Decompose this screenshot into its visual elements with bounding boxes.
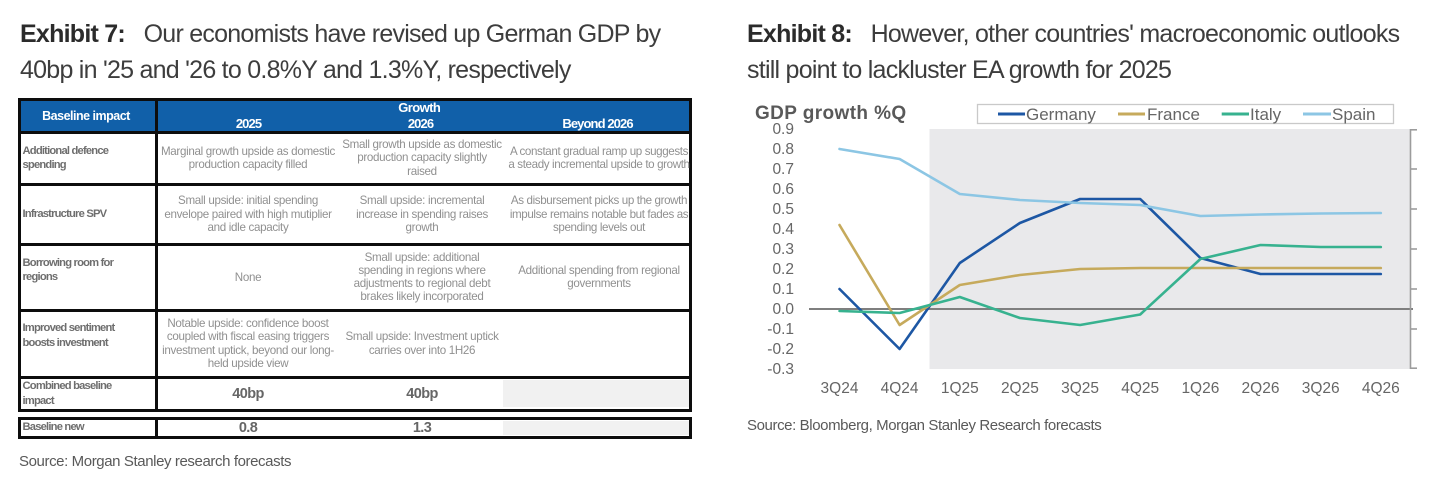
svg-text:Germany: Germany — [1026, 105, 1096, 124]
svg-text:3Q25: 3Q25 — [1061, 380, 1099, 397]
svg-text:0.9: 0.9 — [772, 121, 794, 138]
svg-text:0.2: 0.2 — [772, 261, 794, 278]
svg-text:2Q26: 2Q26 — [1242, 380, 1280, 397]
svg-text:0.8: 0.8 — [772, 141, 794, 158]
svg-text:0.5: 0.5 — [772, 201, 794, 218]
svg-text:4Q25: 4Q25 — [1121, 380, 1159, 397]
svg-text:0.6: 0.6 — [772, 181, 794, 198]
svg-text:-0.1: -0.1 — [767, 321, 794, 338]
svg-text:Spain: Spain — [1332, 105, 1375, 124]
svg-text:0.0: 0.0 — [772, 301, 794, 318]
svg-text:4Q26: 4Q26 — [1362, 380, 1400, 397]
svg-text:0.3: 0.3 — [772, 241, 794, 258]
svg-text:4Q24: 4Q24 — [881, 380, 919, 397]
svg-text:France: France — [1147, 105, 1200, 124]
svg-text:2Q25: 2Q25 — [1001, 380, 1039, 397]
svg-text:-0.2: -0.2 — [767, 341, 794, 358]
svg-text:Italy: Italy — [1250, 105, 1282, 124]
svg-text:1Q26: 1Q26 — [1181, 380, 1219, 397]
svg-text:0.7: 0.7 — [772, 161, 794, 178]
svg-text:1Q25: 1Q25 — [941, 380, 979, 397]
svg-text:0.1: 0.1 — [772, 281, 794, 298]
svg-text:3Q26: 3Q26 — [1302, 380, 1340, 397]
svg-text:0.4: 0.4 — [772, 221, 794, 238]
svg-text:-0.3: -0.3 — [767, 361, 794, 378]
svg-text:3Q24: 3Q24 — [821, 380, 859, 397]
